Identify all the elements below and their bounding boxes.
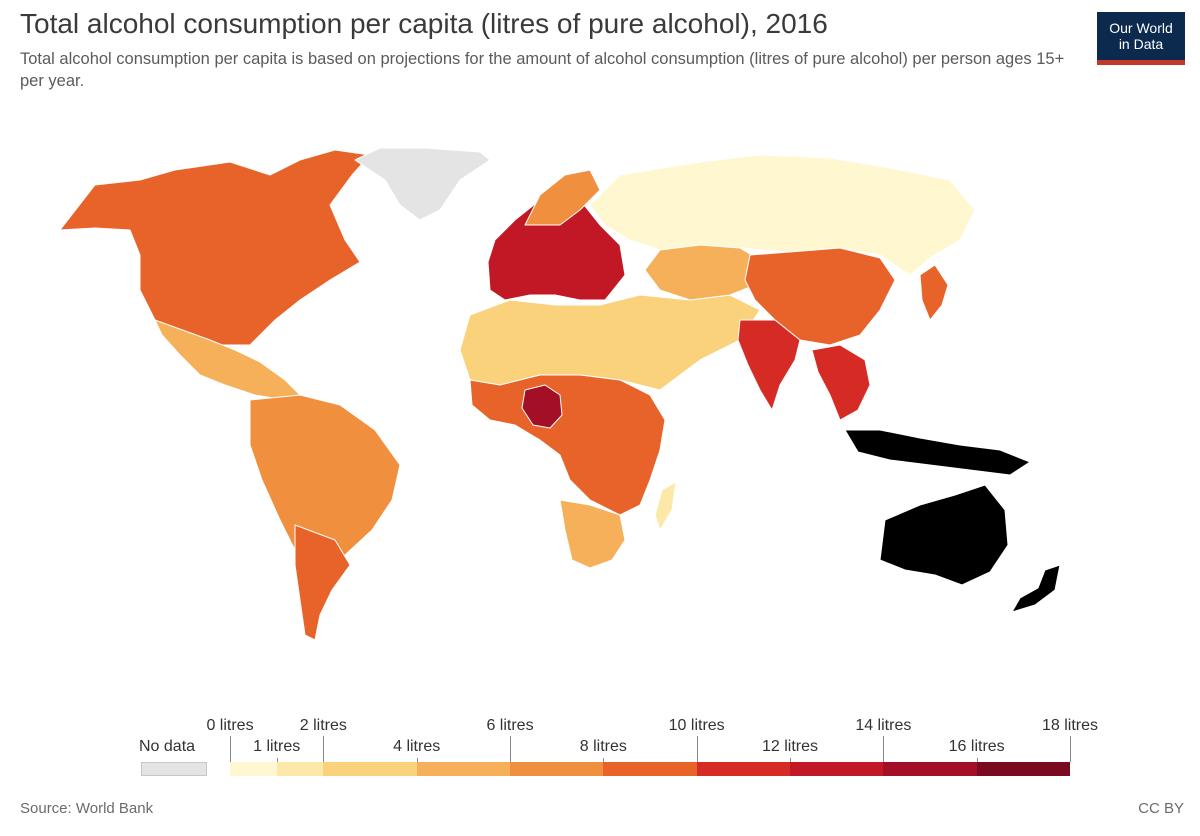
legend-swatch-7[interactable] [790,762,884,776]
legend-swatch-4[interactable] [510,762,604,776]
chart-title: Total alcohol consumption per capita (li… [20,8,828,39]
legend-swatch-0[interactable] [230,762,277,776]
map-region-central-asia[interactable] [644,244,761,301]
source-note: Source: World Bank [20,800,154,817]
legend-tick-line [323,736,325,762]
chart-subtitle: Total alcohol consumption per capita is … [20,50,1065,90]
legend-tick-label: 16 litres [948,738,1005,755]
map-region-indonesia[interactable] [844,429,1031,476]
legend-swatch-3[interactable] [416,762,510,776]
legend-tick-label: 4 litres [393,738,441,755]
legend-tick-line [976,758,978,762]
legend-tick-label: 8 litres [579,738,627,755]
legend-tick-label: 10 litres [668,717,725,734]
world-map [59,147,1061,641]
legend-tick-label: 12 litres [761,738,819,755]
legend: No data 0 litres 1 litres 2 litres 4 litres… [0,700,1200,790]
map-region-southeast-asia[interactable] [811,344,871,421]
map-region-argentina[interactable] [294,524,351,641]
legend-tick-line [1070,736,1071,762]
map-region-south-america[interactable] [249,394,401,576]
legend-tick-line [416,758,418,762]
map-region-new-zealand[interactable] [1011,564,1061,613]
map-region-north-america[interactable] [59,149,371,346]
legend-tick-label: 6 litres [486,717,534,734]
map-region-scandinavia[interactable] [524,169,601,226]
no-data-label: No data [139,738,196,755]
logo-line-1: Our World [1109,20,1173,36]
legend-swatch-2[interactable] [323,762,417,776]
legend-tick-label: 2 litres [299,717,347,734]
legend-swatch-1[interactable] [276,762,324,776]
map-region-india[interactable] [737,319,801,411]
map-region-china[interactable] [744,247,896,346]
map-region-southern-africa[interactable] [559,499,626,569]
legend-tick-label: 1 litres [253,738,301,755]
legend-swatch-6[interactable] [696,762,790,776]
legend-tick-line [883,736,885,762]
map-region-madagascar[interactable] [654,481,677,531]
no-data-swatch [141,762,207,776]
legend-tick-line [510,736,511,762]
legend-tick-line [230,736,231,762]
map-region-sub-saharan-africa[interactable] [469,374,666,516]
logo-line-2: in Data [1118,36,1164,52]
map-region-nigeria[interactable] [521,384,563,429]
legend-tick-label: 0 litres [206,717,254,734]
legend-tick-line [603,758,605,762]
map-region-japan[interactable] [919,264,949,321]
owid-logo[interactable]: Our World in Data [1097,12,1185,65]
map-region-north-africa-middle-east[interactable] [459,294,761,391]
legend-tick-line [696,736,698,762]
legend-swatch-5[interactable] [603,762,697,776]
legend-swatch-9[interactable] [976,762,1070,776]
legend-tick-line [790,758,791,762]
legend-tick-label: 18 litres [1041,717,1099,734]
license-note[interactable]: CC BY [1138,800,1184,817]
legend-tick-line [276,758,278,762]
legend-tick-label: 14 litres [855,717,912,734]
map-region-greenland[interactable] [354,147,491,221]
map-region-australia[interactable] [879,484,1009,586]
legend-swatch-8[interactable] [883,762,977,776]
